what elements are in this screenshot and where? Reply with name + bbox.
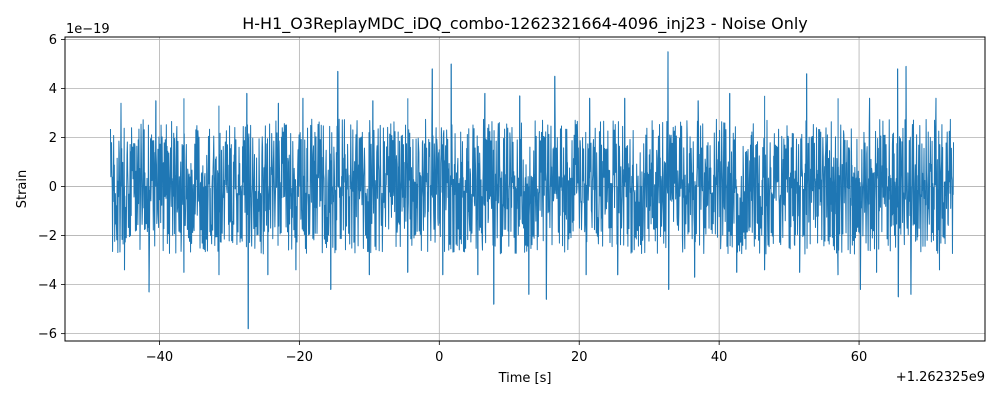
chart-title: H-H1_O3ReplayMDC_iDQ_combo-1262321664-40…	[242, 14, 808, 34]
x-tick-label: 20	[571, 350, 588, 365]
y-tick-label: 6	[49, 33, 57, 48]
y-tick-label: −4	[38, 278, 57, 293]
x-axis: −40 −20 0 20 40 60	[146, 341, 868, 365]
y-tick-label: −6	[38, 327, 57, 342]
x-tick-label: −20	[286, 350, 313, 365]
x-tick-label: 60	[851, 350, 868, 365]
y-tick-label: 0	[49, 180, 57, 195]
y-axis: −6 −4 −2 0 2 4 6	[38, 33, 65, 342]
x-offset-label: +1.262325e9	[896, 370, 985, 385]
x-tick-label: 0	[435, 350, 443, 365]
y-tick-label: −2	[38, 229, 57, 244]
strain-series-line	[109, 51, 955, 330]
y-tick-label: 2	[49, 131, 57, 146]
y-tick-label: 4	[49, 82, 57, 97]
x-tick-label: 40	[711, 350, 728, 365]
extreme-marks	[120, 51, 941, 329]
x-axis-title: Time [s]	[498, 371, 552, 386]
x-tick-label: −40	[146, 350, 173, 365]
y-scale-multiplier: 1e−19	[66, 22, 110, 37]
y-axis-title: Strain	[15, 170, 30, 209]
axes-frame	[64, 36, 986, 342]
